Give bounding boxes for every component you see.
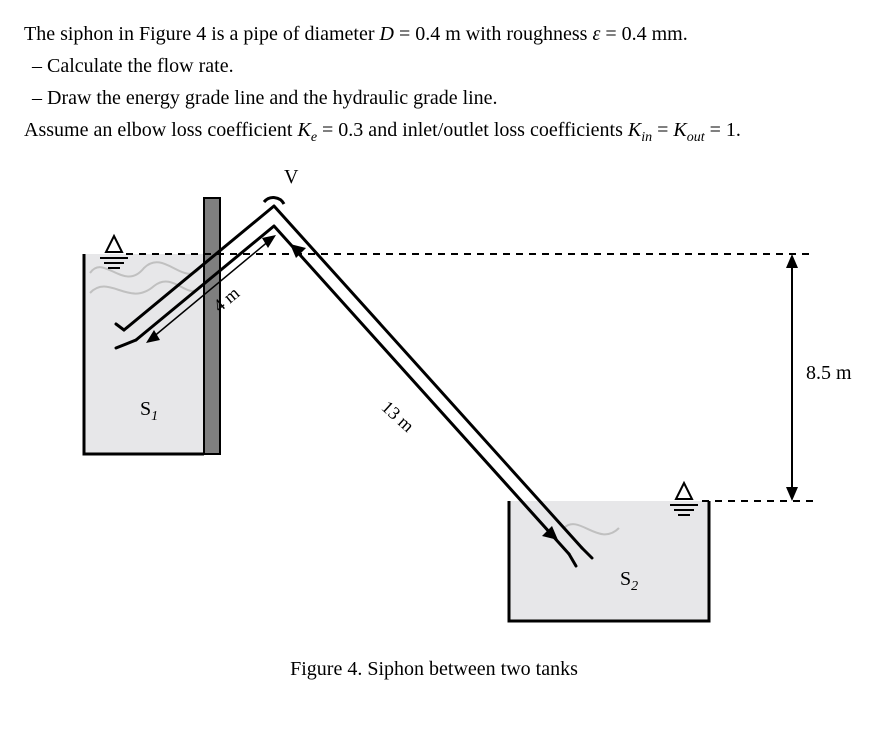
- sub-Kout: out: [687, 130, 705, 145]
- text: = 1.: [705, 119, 741, 141]
- sub-Kin: in: [641, 130, 652, 145]
- problem-assume: Assume an elbow loss coefficient Ke = 0.…: [24, 116, 872, 148]
- figure-caption: Figure 4. Siphon between two tanks: [24, 658, 844, 681]
- text: The siphon in Figure 4 is a pipe of diam…: [24, 23, 379, 45]
- sym-Kout: K: [673, 119, 686, 141]
- label-S2: S2: [620, 568, 638, 595]
- problem-task-2: – Draw the energy grade line and the hyd…: [24, 84, 872, 112]
- sym-Ke: K: [297, 119, 310, 141]
- label-S1: S1: [140, 398, 158, 425]
- text: = 0.4 mm.: [600, 23, 687, 45]
- figure-4: V S1 S2 4 m 13 m 8.5 m Figure 4. Siphon …: [24, 158, 844, 718]
- label-8p5m: 8.5 m: [806, 362, 852, 385]
- text: Assume an elbow loss coefficient: [24, 119, 297, 141]
- text: =: [652, 119, 673, 141]
- problem-line-1: The siphon in Figure 4 is a pipe of diam…: [24, 20, 872, 48]
- label-V: V: [284, 166, 298, 189]
- sym-Kin: K: [628, 119, 641, 141]
- problem-task-1: – Calculate the flow rate.: [24, 52, 872, 80]
- sym-D: D: [379, 23, 393, 45]
- text: = 0.4 m with roughness: [394, 23, 593, 45]
- text: = 0.3 and inlet/outlet loss coefficients: [317, 119, 628, 141]
